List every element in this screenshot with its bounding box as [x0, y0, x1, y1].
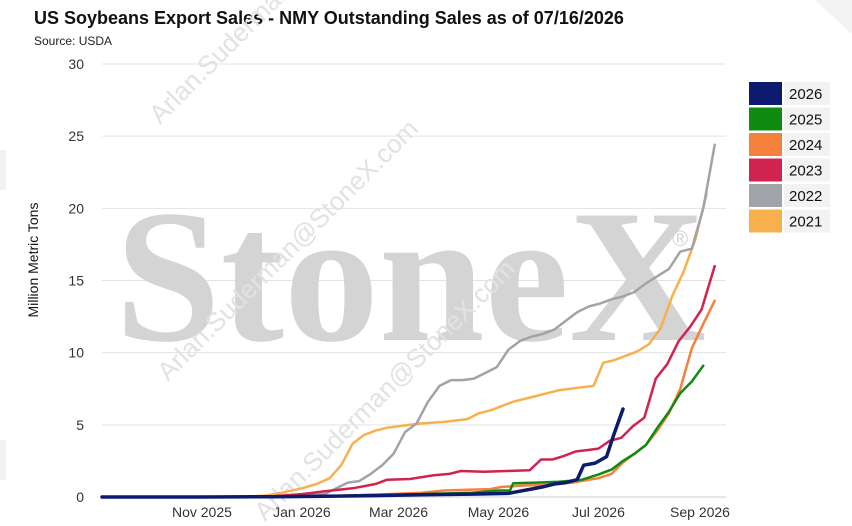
x-tick-label: Jul 2026 — [572, 504, 625, 520]
y-tick-label: 15 — [68, 273, 84, 289]
y-tick-label: 25 — [68, 128, 84, 144]
legend-label: 2023 — [789, 163, 822, 180]
legend-label: 2021 — [789, 214, 822, 231]
y-tick-label: 5 — [76, 417, 84, 433]
legend-label-bg — [784, 133, 830, 156]
edge-decoration — [0, 150, 6, 190]
legend-swatch — [749, 209, 782, 233]
legend-item-2026[interactable]: 2026 — [749, 82, 830, 105]
x-tick-label: May 2026 — [468, 504, 530, 520]
legend-label-bg — [784, 209, 830, 233]
y-tick-label: 20 — [68, 200, 84, 216]
x-axis-ticks: Nov 2025 Jan 2026 Mar 2026 May 2026 Jul 2026… — [172, 504, 730, 520]
x-tick-label: Sep 2026 — [670, 504, 730, 520]
corner-decoration — [815, 0, 852, 34]
y-tick-label: 10 — [68, 345, 84, 361]
legend-swatch — [749, 158, 782, 182]
legend-swatch — [749, 133, 782, 156]
legend-swatch — [749, 82, 782, 105]
x-tick-label: Jan 2026 — [273, 504, 331, 520]
series-line-2026 — [100, 407, 625, 499]
legend-swatch — [749, 107, 782, 131]
legend[interactable]: 2026 2025 2024 2023 2022 2021 — [746, 78, 832, 238]
legend-label: 2025 — [789, 112, 822, 129]
gridlines — [102, 63, 726, 498]
legend-item-2021[interactable]: 2021 — [749, 209, 830, 233]
y-axis-label: Million Metric Tons — [25, 203, 41, 318]
edge-decoration — [0, 440, 6, 480]
legend-label: 2022 — [789, 188, 822, 205]
y-tick-label: 0 — [76, 489, 84, 505]
legend-item-2024[interactable]: 2024 — [749, 133, 830, 156]
legend-label: 2026 — [789, 86, 822, 103]
y-tick-label: 30 — [68, 56, 84, 72]
y-axis-ticks: 0 5 10 15 20 25 30 — [68, 56, 84, 505]
legend-label-bg — [784, 107, 830, 131]
chart-subtitle: Source: USDA — [34, 34, 112, 48]
series-line-2022 — [100, 143, 716, 499]
watermark-logo: StoneX — [115, 172, 706, 382]
x-tick-label: Mar 2026 — [369, 504, 428, 520]
legend-item-2022[interactable]: 2022 — [749, 184, 830, 207]
watermark-registered-mark: ® — [672, 226, 688, 251]
series-line-2021 — [100, 192, 708, 499]
legend-label-bg — [784, 184, 830, 207]
x-tick-label: Nov 2025 — [172, 504, 232, 520]
legend-item-2025[interactable]: 2025 — [749, 107, 830, 131]
series-lines — [100, 143, 716, 499]
legend-label-bg — [784, 158, 830, 182]
series-line-2023 — [100, 264, 716, 499]
legend-label-bg — [784, 82, 830, 105]
legend-label: 2024 — [789, 137, 822, 154]
watermark: StoneX ® Arlan.Suderman@StoneX.com Arlan… — [115, 0, 706, 526]
chart-title: US Soybeans Export Sales - NMY Outstandi… — [34, 8, 624, 28]
legend-swatch — [749, 184, 782, 207]
legend-item-2023[interactable]: 2023 — [749, 158, 830, 182]
